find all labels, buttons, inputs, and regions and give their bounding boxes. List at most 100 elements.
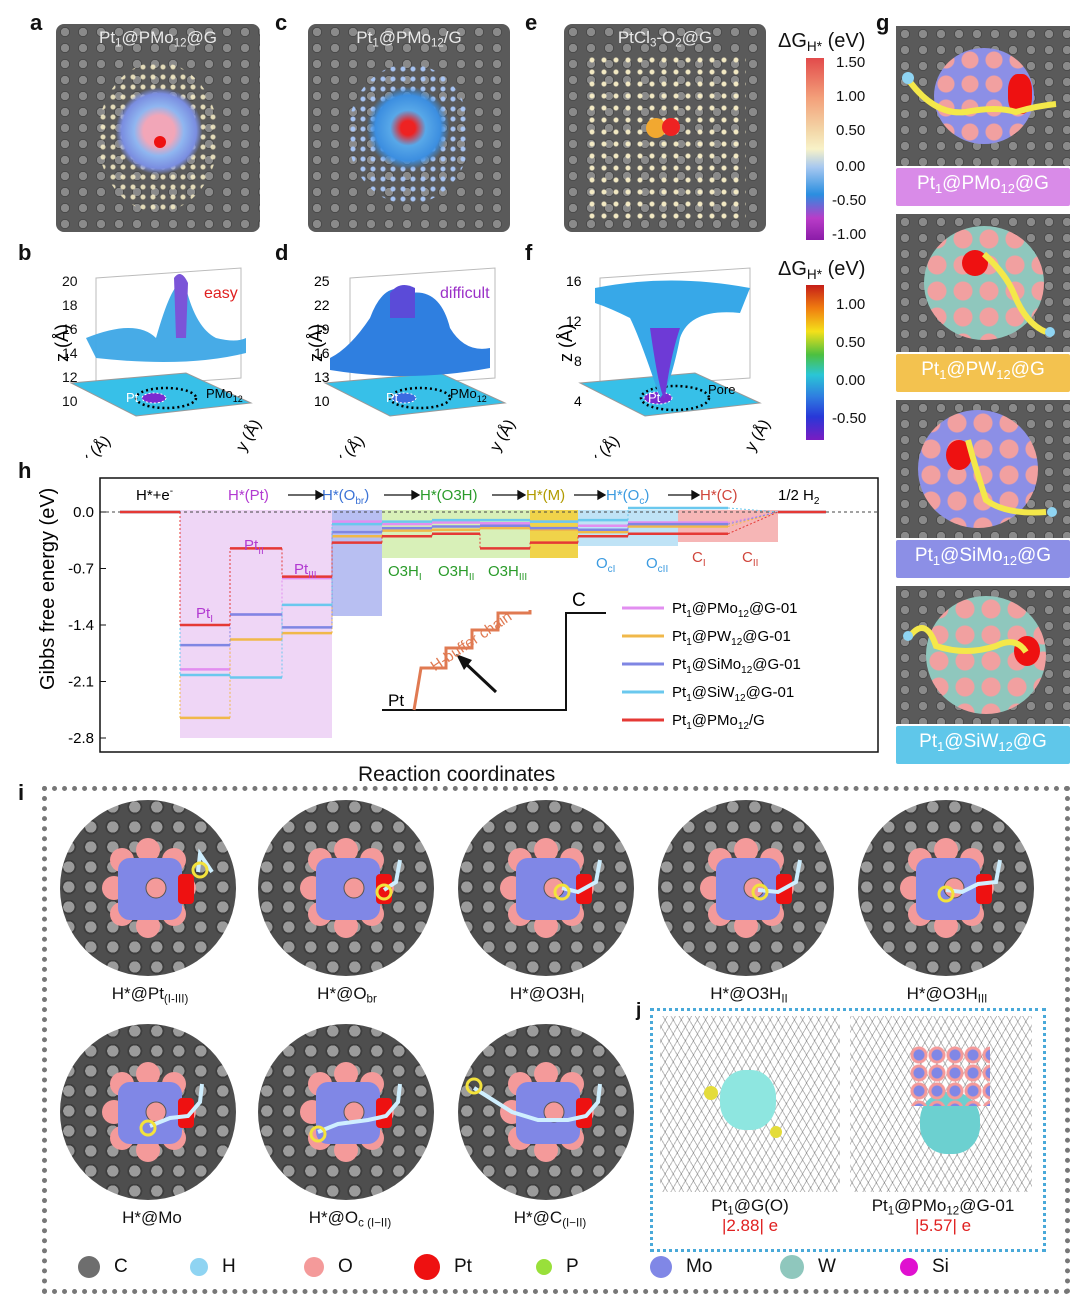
y-axis-label: Gibbs free energy (eV) [37,488,59,690]
panel-label-e: e [525,10,538,35]
y-tick-label: -2.1 [68,674,94,691]
side-structure-1 [896,26,1070,166]
z-tick: 20 [62,273,78,289]
panel-label-c: c [275,10,288,35]
tile-title: PtCl3-O2@G [617,28,713,50]
atom-swatch [650,1256,672,1278]
z-tick: 16 [314,345,330,361]
atom-swatch [900,1258,918,1276]
atom-swatch [304,1257,324,1277]
atom-legend-label: O [338,1256,353,1277]
legend-label: Pt1@PMo12/G [672,712,765,732]
atom-swatch [780,1255,804,1279]
energy-connector [727,507,779,513]
panel-i-frame [42,786,1070,1294]
stage-label-o3h: H*(O3H) [420,487,478,504]
z-tick: 10 [62,393,78,409]
colorbar-top-tick: 0.00 [836,158,866,175]
reaction-caption: H*@O3HIII [906,984,988,1006]
colorbar-bottom-tick: 0.50 [836,334,866,351]
legend-label: Pt1@SiW12@G-01 [672,684,794,704]
stage-region-obr [332,510,382,616]
atom-legend-item: O [304,1252,353,1282]
atom-legend-item: Pt [414,1252,472,1282]
reaction-snapshot [258,1024,434,1200]
atom-legend-item: Si [900,1252,949,1282]
y-tick-label: -1.4 [68,617,94,634]
z-tick: 8 [574,353,582,369]
outer-ring-label: PMo12 [206,386,243,404]
tile-title: Pt1@PMo12/G [356,28,462,50]
colorbar-bottom-tick: 1.00 [836,296,866,313]
stage-label-obr: H*(Obr) [322,487,369,507]
y-tick-label: 0.0 [73,504,94,521]
reaction-caption: H*@O3HII [710,984,788,1006]
side-caption-simo12: Pt1@SiMo12@G [896,540,1070,578]
energy-connector [727,511,779,523]
reaction-snapshot [458,1024,634,1200]
start-label: H*+e- [136,486,173,504]
panel-label-i: i [18,780,25,805]
side-caption-pw12: Pt1@PW12@G [896,354,1070,392]
level-label: CI [692,549,706,569]
colorbar-bottom-tick: 0.00 [836,372,866,389]
structure-tile-a: Pt1@PMo12@G [56,24,260,232]
panel-label-a: a [30,10,43,35]
inset-top-label: C [572,590,586,611]
inner-ring-label: Pt [386,390,399,405]
stage-label-c: H*(C) [700,487,738,504]
side-caption-pmo12: Pt1@PMo12@G [896,168,1070,206]
charge-density-plot-2 [850,1016,1032,1192]
stage-label-m: H*(M) [526,487,565,504]
colorbar-top-title: ΔGH* (eV) [778,30,866,55]
chart-frame [99,477,879,753]
z-tick: 16 [62,321,78,337]
z-tick: 13 [314,369,330,385]
panel-j-charge-1: |2.88| e [721,1216,779,1235]
x-axis-label: x (Å) [331,431,368,458]
x-axis-label: x (Å) [77,431,114,458]
atom-legend-label: Pt [454,1256,472,1277]
z-tick: 22 [314,297,330,313]
atom-legend-item: C [78,1252,128,1282]
outer-ring-label: Pore [708,382,735,397]
energy-connector [727,511,779,528]
colorbar-bottom-tick: -0.50 [832,410,867,427]
tile-title: Pt1@PMo12@G [98,28,218,50]
z-tick: 10 [314,393,330,409]
level-label: O3HIII [488,563,527,583]
y-axis-label: y (Å) [741,416,774,455]
z-tick: 19 [314,321,330,337]
inset-chain-label: H-buffer chain [428,608,515,675]
side-structure-4 [896,586,1070,724]
panel-label-h: h [18,458,32,483]
z-axis-label: z (Å) [556,324,576,362]
panel-label-d: d [275,240,289,265]
legend-label: Pt1@PW12@G-01 [672,628,791,648]
reaction-caption: H*@O3HI [509,984,585,1006]
atom-legend-item: P [536,1252,579,1282]
z-tick: 12 [566,313,582,329]
panel-label-b: b [18,240,32,265]
chart-legend: Pt1@PMo12@G-01 Pt1@PW12@G-01 Pt1@SiMo12@G-… [622,600,801,732]
z-tick: 25 [314,273,330,289]
inner-ring-label: Pt [648,390,661,405]
outer-ring-label: PMo12 [450,386,487,404]
structure-tile-e: PtCl3-O2@G [564,24,766,232]
charge-density-plot-1 [660,1016,840,1192]
x-axis-label: x (Å) [586,431,623,458]
atom-legend-label: Si [932,1256,949,1277]
reaction-snapshot [60,1024,236,1200]
z-tick: 18 [62,297,78,313]
legend-label: Pt1@PMo12@G-01 [672,600,798,620]
atom-swatch [414,1254,440,1280]
colorbar-bottom [806,285,824,440]
atom-legend-item: Mo [650,1252,712,1282]
panel-j-caption-2: Pt1@PMo12@G-01 [871,1196,1015,1218]
surface-plot-f: Pt Pore 16 12 8 4 z (Å) x (Å) y (Å) [556,267,774,458]
level-label: PtII [244,537,264,557]
atom-legend-label: H [222,1256,236,1277]
structure-tile-c: Pt1@PMo12/G [308,24,510,232]
gibbs-energy-chart: 0.0 -0.7 -1.4 -2.1 -2.8 H*+e- H*(Pt) H*(Obr)… [37,477,879,753]
inner-ring-label: Pt [126,390,139,405]
